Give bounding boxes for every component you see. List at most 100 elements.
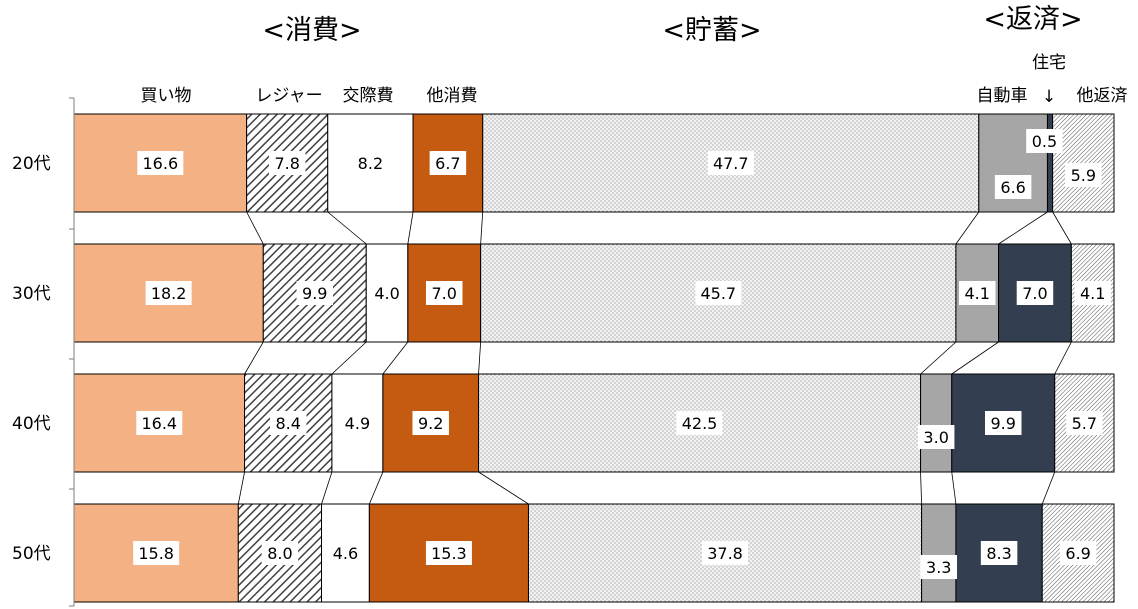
category-label: 買い物: [141, 86, 192, 106]
connector-line: [244, 341, 264, 375]
connector-line: [246, 211, 264, 245]
value-label: 47.7: [713, 154, 749, 173]
value-label-bg: [917, 425, 955, 449]
value-label-bg: [425, 281, 463, 305]
value-label-bg: [133, 541, 180, 565]
axis: 20代 30代 40代 50代 <消費> <貯蓄> <返済> 買い物 レジャー 交際費 他消費 自動車…: [12, 4, 1128, 607]
value-label: 8.2: [358, 154, 383, 173]
value-label-bg: [261, 541, 299, 565]
connector-line: [1052, 211, 1072, 245]
value-label-bg: [1026, 129, 1063, 153]
value-label: 4.9: [345, 414, 370, 433]
value-label: 16.6: [143, 154, 179, 173]
group-title: <消費>: [262, 15, 361, 46]
row-label: 40代: [12, 414, 51, 434]
value-label-bg: [425, 541, 472, 565]
row-label: 50代: [12, 544, 51, 564]
value-label: 4.0: [374, 284, 399, 303]
value-label: 6.9: [1065, 544, 1090, 563]
value-label-bg: [339, 411, 376, 435]
value-label: 15.3: [431, 544, 467, 563]
value-label: 6.6: [1000, 178, 1025, 197]
value-label-bg: [429, 151, 467, 175]
row-label: 30代: [12, 284, 51, 304]
value-label-bg: [412, 411, 449, 435]
value-label-bg: [980, 541, 1018, 565]
value-label-bg: [695, 281, 742, 305]
connector-line: [321, 471, 333, 505]
value-label-bg: [268, 151, 306, 175]
labels: 16.6 7.8 8.2 6.7 47.7 6.6 0.5 5.9 18.2 9.9 4.0 7.0 4…: [133, 129, 1111, 579]
value-label: 15.8: [138, 544, 174, 563]
value-label: 7.0: [432, 284, 457, 303]
value-label: 4.1: [1080, 284, 1105, 303]
category-label: レジャー: [255, 86, 322, 106]
value-label: 8.3: [986, 544, 1011, 563]
bar-segment: [921, 503, 957, 603]
connector-line: [920, 471, 922, 505]
housing-arrow-icon: ↓: [1042, 87, 1056, 107]
group-title: <返済>: [983, 4, 1082, 35]
group-title: <貯蓄>: [662, 15, 761, 46]
value-label: 4.1: [965, 284, 990, 303]
value-label: 18.2: [151, 284, 187, 303]
value-label-bg: [269, 411, 307, 435]
value-label: 9.9: [302, 284, 327, 303]
value-label-bg: [994, 175, 1032, 199]
value-label-bg: [296, 281, 334, 305]
value-label: 9.9: [991, 414, 1016, 433]
connector-line: [1041, 471, 1056, 505]
value-label: 8.0: [267, 544, 292, 563]
value-label-bg: [137, 151, 184, 175]
connector-line: [407, 211, 414, 245]
connector-line: [998, 211, 1048, 245]
connector-line: [478, 341, 482, 375]
value-label: 8.4: [276, 414, 301, 433]
category-label: 他消費: [427, 86, 478, 106]
value-label: 5.9: [1071, 166, 1096, 185]
value-label-bg: [327, 541, 364, 565]
connector-line: [327, 211, 367, 245]
value-label-bg: [920, 555, 958, 579]
category-label: 自動車: [977, 86, 1028, 106]
connector-line: [478, 471, 529, 505]
value-label-bg: [1065, 163, 1102, 187]
connector-line: [951, 471, 957, 505]
value-label: 9.2: [418, 414, 443, 433]
connector-line: [237, 471, 245, 505]
connector-line: [382, 341, 409, 375]
value-label: 5.7: [1072, 414, 1097, 433]
value-label-bg: [958, 281, 996, 305]
value-label: 4.6: [333, 544, 358, 563]
value-label: 6.7: [435, 154, 460, 173]
bar-segment: [527, 503, 923, 603]
value-label-bg: [145, 281, 192, 305]
value-label: 0.5: [1032, 132, 1057, 151]
value-label-bg: [368, 281, 406, 305]
category-label: 住宅: [1032, 53, 1066, 73]
connector-line: [331, 341, 367, 375]
value-label: 3.0: [923, 428, 948, 447]
value-label: 16.4: [141, 414, 177, 433]
value-label-bg: [676, 411, 723, 435]
row-label: 20代: [12, 154, 51, 174]
category-label: 交際費: [343, 86, 394, 106]
value-label-bg: [136, 411, 183, 435]
value-label-bg: [984, 411, 1022, 435]
connector-line: [1054, 341, 1072, 375]
value-label-bg: [702, 541, 749, 565]
bar-segment: [1046, 113, 1054, 213]
bars: [73, 113, 1115, 603]
connector-line: [955, 211, 980, 245]
connector-line: [951, 341, 999, 375]
value-label-bg: [352, 151, 389, 175]
value-label: 42.5: [682, 414, 718, 433]
value-label: 37.8: [707, 544, 743, 563]
category-label: 他返済: [1077, 86, 1128, 106]
value-label-bg: [1074, 281, 1111, 305]
value-label-bg: [1059, 541, 1097, 565]
connector-line: [368, 471, 384, 505]
connector-lines: [237, 211, 1072, 505]
value-label: 7.0: [1022, 284, 1047, 303]
